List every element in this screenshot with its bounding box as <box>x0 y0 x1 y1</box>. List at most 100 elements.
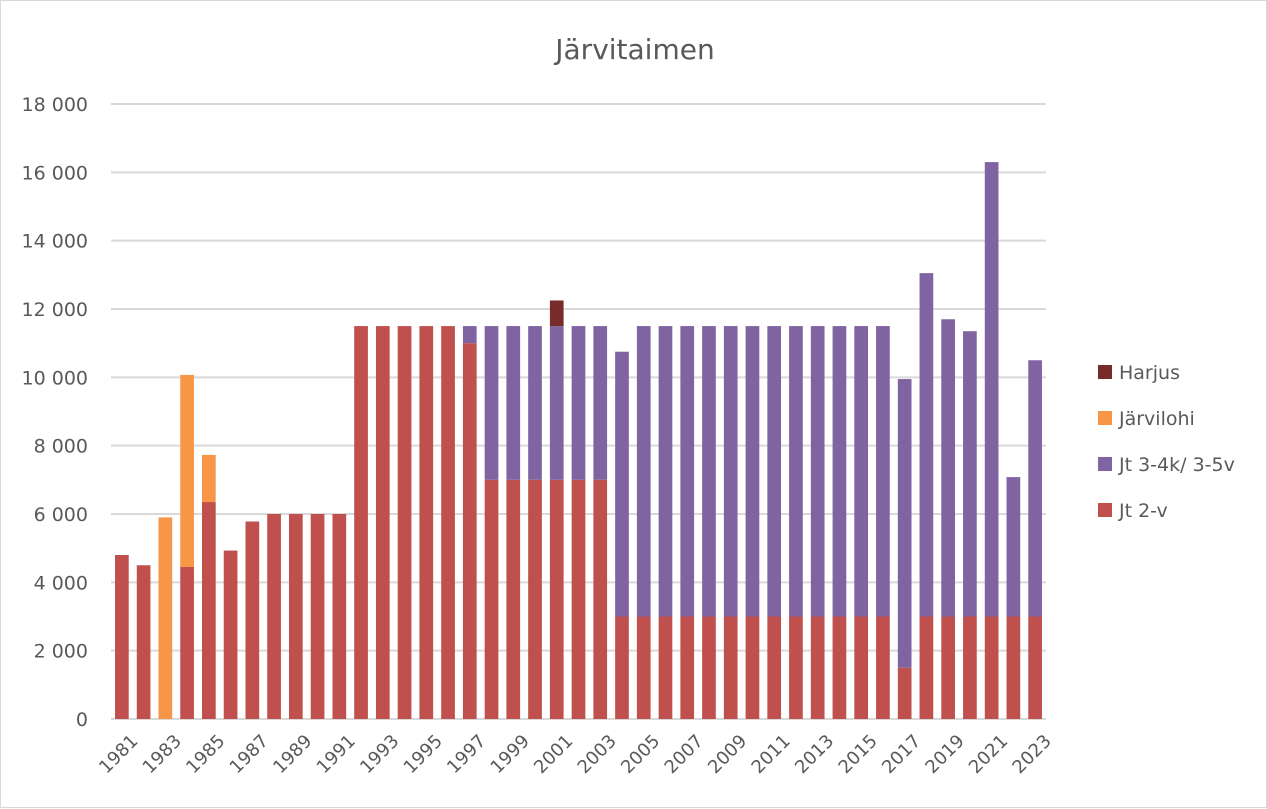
y-tick-label: 2 000 <box>34 641 88 663</box>
bar-segment <box>767 616 782 719</box>
x-tick-label: 2005 <box>617 731 664 778</box>
bar-segment <box>615 351 629 617</box>
x-tick-label: 2007 <box>661 731 708 778</box>
y-tick-label: 8 000 <box>34 436 88 458</box>
bar-segment <box>571 479 586 719</box>
legend-swatch <box>1098 365 1112 379</box>
bar-segment <box>702 326 716 617</box>
bar-segment <box>397 326 412 719</box>
bar-segment <box>636 616 651 719</box>
bar-segment <box>288 514 303 719</box>
bar-segment <box>919 616 934 719</box>
legend-label: Järvilohi <box>1118 408 1195 430</box>
bar-segment <box>158 517 173 719</box>
x-tick-label: 1999 <box>487 731 534 778</box>
bar-segment <box>593 326 608 480</box>
bar-segment <box>506 479 521 719</box>
bar-segment <box>745 616 760 719</box>
bar-segment <box>745 326 760 617</box>
bar-segment <box>484 479 499 719</box>
bar-segment <box>723 326 738 617</box>
y-tick-label: 16 000 <box>22 162 88 184</box>
bar-segment <box>223 550 238 719</box>
bar-segment <box>180 566 194 719</box>
bar-segment <box>723 616 738 719</box>
bar-segment <box>593 479 608 719</box>
bar-segment <box>375 326 390 719</box>
bar-segment <box>767 326 782 617</box>
bar-segment <box>702 616 716 719</box>
bar-segment <box>484 326 499 480</box>
x-tick-label: 1987 <box>226 731 273 778</box>
chart-title: Järvitaimen <box>553 33 714 66</box>
x-tick-label: 1989 <box>269 731 316 778</box>
y-tick-label: 4 000 <box>34 572 88 594</box>
bar-segment <box>832 616 847 719</box>
bar-segment <box>462 326 477 344</box>
bar-segment <box>919 273 934 617</box>
bar-segment <box>789 616 803 719</box>
x-axis-ticks: 1981198319851987198919911993199519971999… <box>95 731 1055 778</box>
y-tick-label: 10 000 <box>22 367 88 389</box>
bar-segment <box>658 616 673 719</box>
bar-segment <box>549 300 564 327</box>
bar-segment <box>854 616 869 719</box>
y-tick-label: 18 000 <box>22 94 88 116</box>
bar-segment <box>528 479 542 719</box>
x-tick-label: 1981 <box>95 731 142 778</box>
x-tick-label: 2019 <box>921 731 968 778</box>
x-tick-label: 1985 <box>182 731 229 778</box>
bar-segment <box>1006 477 1021 617</box>
legend-label: Jt 3-4k/ 3-5v <box>1118 454 1235 476</box>
bar-segment <box>245 521 260 719</box>
bar-segment <box>941 616 956 719</box>
x-tick-label: 2003 <box>574 731 621 778</box>
y-tick-label: 14 000 <box>22 231 88 253</box>
x-tick-label: 1983 <box>139 731 186 778</box>
bar-segment <box>528 326 542 480</box>
x-tick-label: 1997 <box>443 731 490 778</box>
y-tick-label: 12 000 <box>22 299 88 321</box>
bars <box>115 162 1042 719</box>
bar-segment <box>136 565 151 719</box>
x-tick-label: 2023 <box>1008 731 1055 778</box>
bar-segment <box>658 326 673 617</box>
x-tick-label: 2011 <box>748 731 795 778</box>
x-tick-label: 2001 <box>530 731 577 778</box>
bar-segment <box>1028 360 1042 617</box>
bar-segment <box>810 326 825 617</box>
x-tick-label: 1991 <box>313 731 360 778</box>
bar-segment <box>832 326 847 617</box>
y-tick-label: 0 <box>76 709 88 731</box>
bar-segment <box>789 326 803 617</box>
bar-segment <box>1006 616 1021 719</box>
x-tick-label: 2015 <box>835 731 882 778</box>
bar-segment <box>354 326 368 719</box>
bar-segment <box>1028 616 1042 719</box>
bar-segment <box>984 616 999 719</box>
x-tick-label: 1995 <box>400 731 447 778</box>
bar-segment <box>115 555 129 719</box>
legend-swatch <box>1098 411 1112 425</box>
bar-segment <box>615 616 629 719</box>
bar-segment <box>180 374 194 567</box>
bar-segment <box>636 326 651 617</box>
bar-segment <box>201 502 216 719</box>
bar-segment <box>506 326 521 480</box>
bar-segment <box>897 667 912 719</box>
bar-segment <box>680 326 695 617</box>
legend-swatch <box>1098 503 1112 517</box>
bar-segment <box>201 454 216 503</box>
x-tick-label: 1993 <box>356 731 403 778</box>
bar-segment <box>549 326 564 480</box>
legend-swatch <box>1098 457 1112 471</box>
x-tick-label: 2021 <box>965 731 1012 778</box>
y-tick-label: 6 000 <box>34 504 88 526</box>
y-axis-ticks: 0 2 000 4 000 6 000 8 000 10 000 12 000 14 000 1… <box>22 94 88 731</box>
x-tick-label: 2013 <box>791 731 838 778</box>
bar-segment <box>941 319 956 617</box>
bar-segment <box>810 616 825 719</box>
bar-segment <box>963 331 977 617</box>
x-tick-label: 2009 <box>704 731 751 778</box>
